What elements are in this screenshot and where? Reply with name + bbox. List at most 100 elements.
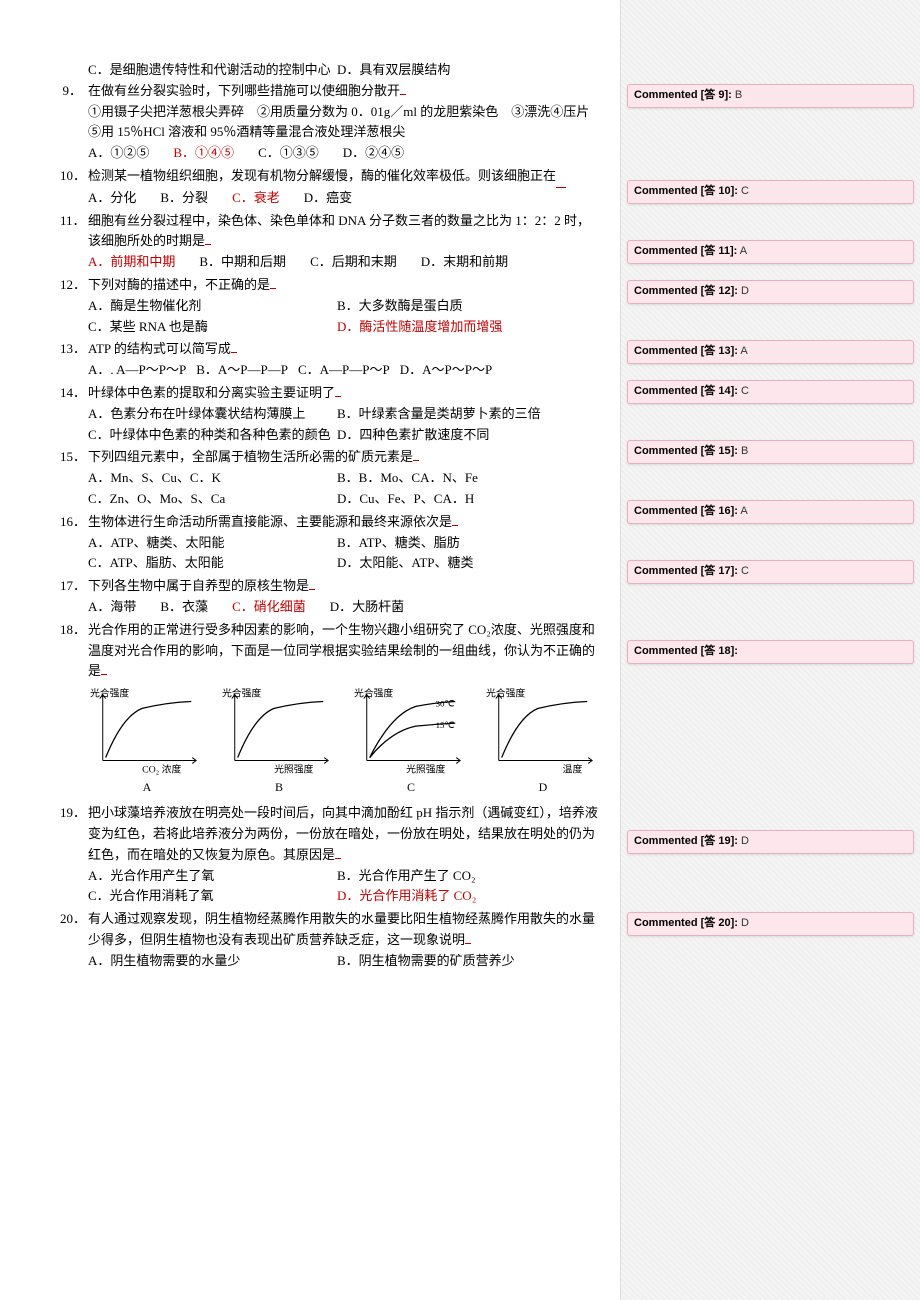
chart-a: 光合强度 CO₂ 浓度 — [88, 686, 206, 776]
opt-d: D．具有双层膜结构 — [337, 60, 583, 81]
q11-stem: 细胞有丝分裂过程中，染色体、染色单体和 DNA 分子数三者的数量之比为 1：2：… — [88, 213, 590, 249]
chart-d: 光合强度 温度 — [484, 686, 602, 776]
svg-text:光合强度: 光合强度 — [222, 687, 261, 700]
q14-stem: 叶绿体中色素的提取和分离实验主要证明了 — [88, 385, 335, 400]
hook — [270, 288, 276, 289]
comment-bubble[interactable]: Commented [答 14]: C — [627, 380, 914, 404]
comment-bubble[interactable]: Commented [答 12]: D — [627, 280, 914, 304]
q19-body: 把小球藻培养液放在明亮处一段时间后，向其中滴加酚红 pH 指示剂（遇碱变红），培… — [88, 803, 600, 907]
q9-c: C．①③⑤ — [258, 143, 319, 164]
comment-bubble[interactable]: Commented [答 18]: — [627, 640, 914, 664]
q13-a: A．. A—P～P～P — [88, 360, 186, 381]
comment-label: Commented [答 10]: — [634, 185, 738, 197]
q11-b: B．中期和后期 — [199, 252, 286, 273]
q11-c: C．后期和末期 — [310, 252, 397, 273]
q17-c: C．硝化细菌 — [232, 597, 306, 618]
q11-num: 11． — [60, 211, 88, 273]
q9-body: 在做有丝分裂实验时，下列哪些措施可以使细胞分散开 ①用镊子尖把洋葱根尖弄碎 ②用… — [88, 81, 600, 164]
question-18: 18． 光合作用的正常进行受多种因素的影响，一个生物兴趣小组研究了 CO₂浓度、… — [60, 620, 600, 802]
question-20: 20． 有人通过观察发现，阴生植物经蒸腾作用散失的水量要比阳生植物经蒸腾作用散失… — [60, 909, 600, 971]
q17-a: A．海带 — [88, 597, 136, 618]
q11-a: A．前期和中期 — [88, 252, 175, 273]
q15-d: D．Cu、Fe、P、CA．H — [337, 489, 583, 510]
comment-answer: C — [738, 385, 749, 397]
q11-d: D．末期和前期 — [421, 252, 508, 273]
q17-b: B．衣藻 — [160, 597, 208, 618]
question-15: 15． 下列四组元素中，全部属于植物生活所必需的矿质元素是 A．Mn、S、Cu、… — [60, 447, 600, 509]
q19-d: D．光合作用消耗了 CO₂ — [337, 886, 583, 907]
q15-c: C．Zn、O、Mo、S、Ca — [88, 489, 334, 510]
svg-text:光合强度: 光合强度 — [90, 687, 129, 700]
q9-d: D．②④⑤ — [343, 143, 404, 164]
q10-c: C．衰老 — [232, 188, 280, 209]
q13-body: ATP 的结构式可以简写成 A．. A—P～P～P B．A～P—P—P C．A—… — [88, 339, 600, 381]
q10-a: A．分化 — [88, 188, 136, 209]
comment-answer: D — [738, 917, 749, 929]
comment-label: Commented [答 19]: — [634, 835, 738, 847]
q10-choices: A．分化 B．分裂 C．衰老 D．癌变 — [88, 188, 600, 209]
q13-num: 13． — [60, 339, 88, 381]
comment-bubble[interactable]: Commented [答 17]: C — [627, 560, 914, 584]
q16-body: 生物体进行生命活动所需直接能源、主要能源和最终来源依次是 A．ATP、糖类、太阳… — [88, 512, 600, 574]
q19-choices: A．光合作用产生了氧 B．光合作用产生了 CO₂ C．光合作用消耗了氧 D．光合… — [88, 866, 600, 908]
svg-text:光合强度: 光合强度 — [354, 687, 393, 700]
comment-label: Commented [答 20]: — [634, 917, 738, 929]
comment-bubble[interactable]: Commented [答 9]: B — [627, 84, 914, 108]
chart-c: 30℃ 15℃ 光合强度 光照强度 — [352, 686, 470, 776]
q17-d: D．大肠杆菌 — [330, 597, 404, 618]
q17-choices: A．海带 B．衣藻 C．硝化细菌 D．大肠杆菌 — [88, 597, 600, 618]
q18-num: 18． — [60, 620, 88, 802]
comment-bubble[interactable]: Commented [答 16]: A — [627, 500, 914, 524]
comment-label: Commented [答 9]: — [634, 89, 732, 101]
comment-bubble[interactable]: Commented [答 11]: A — [627, 240, 914, 264]
hook — [413, 460, 419, 461]
comment-bubble[interactable]: Commented [答 20]: D — [627, 912, 914, 936]
hook — [205, 244, 211, 245]
q12-num: 12． — [60, 275, 88, 337]
q10-b: B．分裂 — [160, 188, 208, 209]
svg-text:温度: 温度 — [563, 762, 583, 775]
question-17: 17． 下列各生物中属于自养型的原核生物是 A．海带 B．衣藻 C．硝化细菌 D… — [60, 576, 600, 618]
comment-bubble[interactable]: Commented [答 13]: A — [627, 340, 914, 364]
q13-d: D．A～P～P～P — [400, 360, 492, 381]
svg-text:光照强度: 光照强度 — [406, 762, 445, 775]
comment-label: Commented [答 17]: — [634, 565, 738, 577]
comment-bubble[interactable]: Commented [答 15]: B — [627, 440, 914, 464]
question-19: 19． 把小球藻培养液放在明亮处一段时间后，向其中滴加酚红 pH 指示剂（遇碱变… — [60, 803, 600, 907]
comment-answer: D — [738, 285, 749, 297]
q12-b: B．大多数酶是蛋白质 — [337, 296, 583, 317]
q20-body: 有人通过观察发现，阴生植物经蒸腾作用散失的水量要比阳生植物经蒸腾作用散失的水量少… — [88, 909, 600, 971]
q14-d: D．四种色素扩散速度不同 — [337, 425, 583, 446]
q17-num: 17． — [60, 576, 88, 618]
q20-a: A．阴生植物需要的水量少 — [88, 951, 334, 972]
q20-b: B．阴生植物需要的矿质营养少 — [337, 951, 583, 972]
chart-c-lbl: C — [352, 778, 470, 797]
q18-body: 光合作用的正常进行受多种因素的影响，一个生物兴趣小组研究了 CO₂浓度、光照强度… — [88, 620, 602, 802]
hook — [101, 674, 107, 675]
question-14: 14． 叶绿体中色素的提取和分离实验主要证明了 A．色素分布在叶绿体囊状结构薄膜… — [60, 383, 600, 445]
q12-body: 下列对酶的描述中，不正确的是 A．酶是生物催化剂 B．大多数酶是蛋白质 C．某些… — [88, 275, 600, 337]
q19-c: C．光合作用消耗了氧 — [88, 886, 334, 907]
q19-stem: 把小球藻培养液放在明亮处一段时间后，向其中滴加酚红 pH 指示剂（遇碱变红），培… — [88, 805, 598, 862]
q14-b: B．叶绿素含量是类胡萝卜素的三倍 — [337, 404, 583, 425]
q17-body: 下列各生物中属于自养型的原核生物是 A．海带 B．衣藻 C．硝化细菌 D．大肠杆… — [88, 576, 600, 618]
q13-stem: ATP 的结构式可以简写成 — [88, 341, 231, 356]
comment-bubble[interactable]: Commented [答 10]: C — [627, 180, 914, 204]
q9-stem: 在做有丝分裂实验时，下列哪些措施可以使细胞分散开 — [88, 83, 400, 98]
q9-a: A．①②⑤ — [88, 143, 149, 164]
q15-b: B．B．Mo、CA．N、Fe — [337, 468, 583, 489]
q19-num: 19． — [60, 803, 88, 907]
comment-label: Commented [答 14]: — [634, 385, 738, 397]
q12-stem: 下列对酶的描述中，不正确的是 — [88, 277, 270, 292]
comment-bubble[interactable]: Commented [答 19]: D — [627, 830, 914, 854]
q20-num: 20． — [60, 909, 88, 971]
question-9: 9． 在做有丝分裂实验时，下列哪些措施可以使细胞分散开 ①用镊子尖把洋葱根尖弄碎… — [60, 81, 600, 164]
q15-num: 15． — [60, 447, 88, 509]
q12-a: A．酶是生物催化剂 — [88, 296, 334, 317]
q19-b: B．光合作用产生了 CO₂ — [337, 866, 583, 887]
q14-body: 叶绿体中色素的提取和分离实验主要证明了 A．色素分布在叶绿体囊状结构薄膜上 B．… — [88, 383, 600, 445]
q9-num: 9． — [60, 81, 88, 164]
hook — [452, 525, 458, 526]
chart-d-lbl: D — [484, 778, 602, 797]
q16-d: D．太阳能、ATP、糖类 — [337, 553, 583, 574]
